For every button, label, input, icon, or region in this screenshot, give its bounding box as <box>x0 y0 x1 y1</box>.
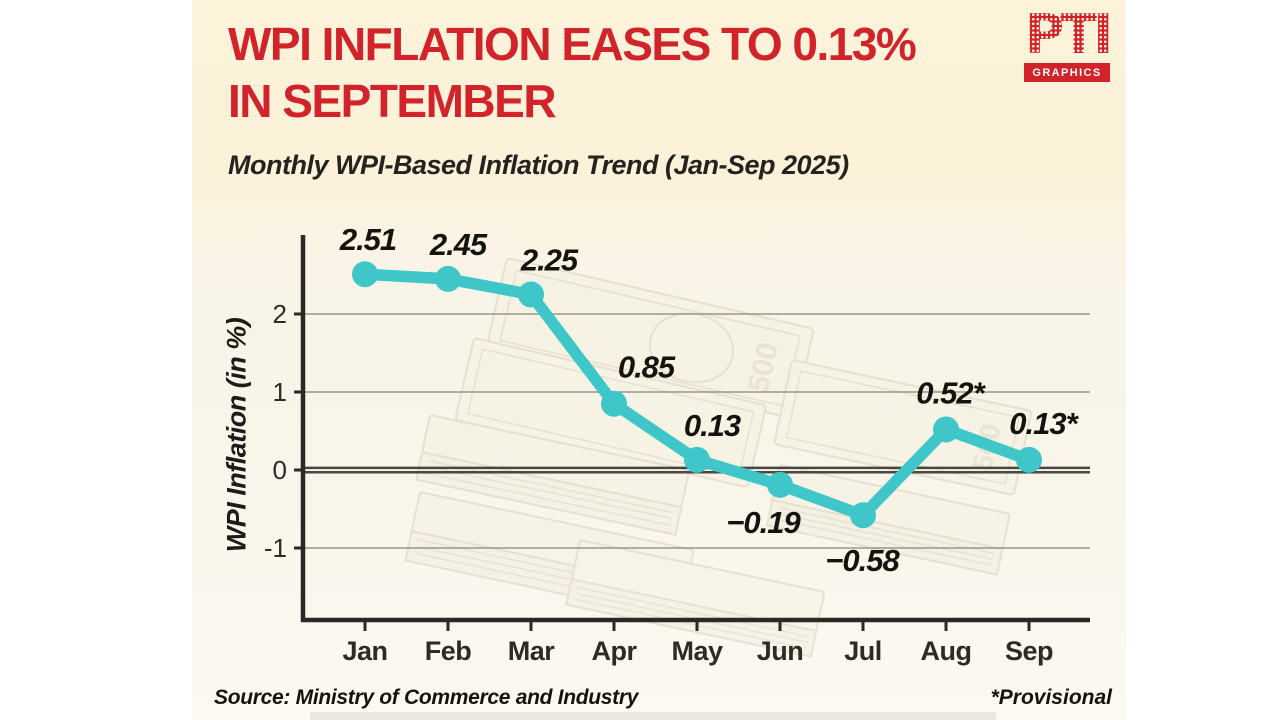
data-point-label: 2.51 <box>339 222 396 257</box>
logo-tagline: GRAPHICS <box>1024 63 1110 82</box>
data-point-label: 2.45 <box>429 227 488 262</box>
chart-area: 500 <box>192 210 1126 680</box>
x-tick-label: Aug <box>921 636 972 666</box>
title-line-2: IN SEPTEMBER <box>228 75 557 127</box>
source-note: Source: Ministry of Commerce and Industr… <box>214 686 639 709</box>
x-tick-label: Jul <box>844 636 882 666</box>
chart-title: Monthly WPI-Based Inflation Trend (Jan-S… <box>228 150 849 180</box>
pti-logo-icon: PTI <box>1022 3 1113 66</box>
x-tick-label: Apr <box>592 636 638 666</box>
x-tick-label: Mar <box>508 636 556 666</box>
y-tick-label: 0 <box>273 455 287 485</box>
x-tick-label: Sep <box>1005 636 1053 666</box>
y-tick-label: 1 <box>273 377 287 407</box>
y-tick-label: 2 <box>273 299 287 329</box>
y-tick-label: -1 <box>264 533 287 563</box>
data-point-marker <box>767 471 793 498</box>
data-point-marker <box>352 261 378 288</box>
banknotes-watermark-icon: 500 <box>404 257 1032 658</box>
data-point-label: 0.52* <box>916 375 986 410</box>
data-point-label: 0.85 <box>618 350 676 385</box>
data-point-marker <box>933 416 959 443</box>
y-axis-label: WPI Inflation (in %) <box>221 317 252 553</box>
data-point-marker <box>1016 446 1042 473</box>
bottom-strip <box>310 712 996 720</box>
title-line-1: WPI INFLATION EASES TO 0.13% <box>228 18 917 70</box>
data-point-label: 0.13* <box>1009 406 1079 441</box>
pti-graphics-logo: PTI GRAPHICS <box>1022 3 1113 82</box>
x-tick-label: Jan <box>342 636 387 666</box>
axes <box>300 235 1090 623</box>
data-point-label: −0.58 <box>825 543 900 578</box>
data-point-marker <box>601 390 627 417</box>
x-tick-label: Feb <box>425 636 472 666</box>
data-point-marker <box>435 265 461 292</box>
x-tick-label: Jun <box>757 636 804 666</box>
infographic-panel: WPI INFLATION EASES TO 0.13% IN SEPTEMBER… <box>192 0 1126 720</box>
page-title: WPI INFLATION EASES TO 0.13% IN SEPTEMBER <box>228 16 917 130</box>
wpi-line-chart: 500 <box>264 222 1090 666</box>
data-point-label: 0.13 <box>684 408 741 443</box>
data-point-marker <box>684 446 710 473</box>
provisional-note: *Provisional <box>990 686 1112 709</box>
data-point-label: −0.19 <box>726 505 801 540</box>
data-point-marker <box>518 281 544 308</box>
data-point-marker <box>850 502 876 529</box>
data-point-label: 2.25 <box>520 243 579 278</box>
x-tick-label: May <box>671 636 723 666</box>
